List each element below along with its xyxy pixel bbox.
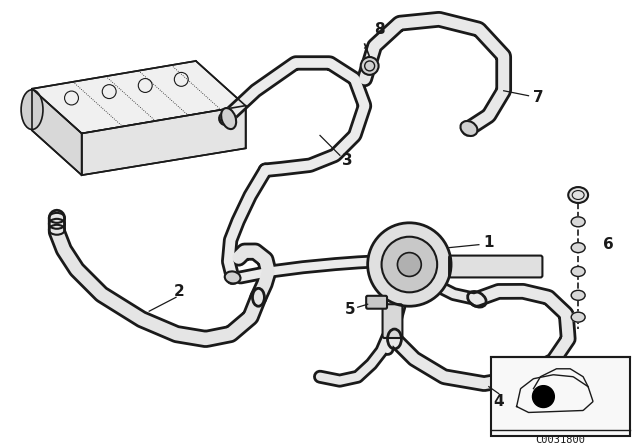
- Polygon shape: [32, 61, 246, 134]
- Ellipse shape: [572, 290, 585, 300]
- Ellipse shape: [572, 312, 585, 322]
- Bar: [491, 357, 630, 436]
- FancyBboxPatch shape: [449, 256, 543, 277]
- Text: 7: 7: [533, 90, 544, 105]
- FancyBboxPatch shape: [383, 304, 403, 338]
- Circle shape: [532, 386, 554, 408]
- Text: 8: 8: [374, 22, 385, 37]
- Text: 5: 5: [344, 302, 355, 317]
- Text: 1: 1: [484, 235, 494, 250]
- Circle shape: [367, 223, 451, 306]
- Text: 2: 2: [173, 284, 184, 299]
- Circle shape: [361, 57, 379, 75]
- FancyBboxPatch shape: [366, 296, 387, 309]
- Ellipse shape: [568, 187, 588, 203]
- Ellipse shape: [572, 243, 585, 253]
- Ellipse shape: [460, 121, 477, 136]
- Text: 4: 4: [493, 394, 504, 409]
- Text: C0031800: C0031800: [535, 435, 586, 445]
- Ellipse shape: [225, 271, 241, 284]
- Text: 3: 3: [342, 153, 353, 168]
- Ellipse shape: [572, 267, 585, 276]
- Polygon shape: [82, 106, 246, 175]
- Ellipse shape: [21, 90, 43, 129]
- Ellipse shape: [221, 108, 236, 129]
- Polygon shape: [32, 89, 82, 175]
- Circle shape: [397, 253, 421, 276]
- Text: 6: 6: [603, 237, 613, 252]
- Circle shape: [381, 237, 437, 293]
- Ellipse shape: [572, 217, 585, 227]
